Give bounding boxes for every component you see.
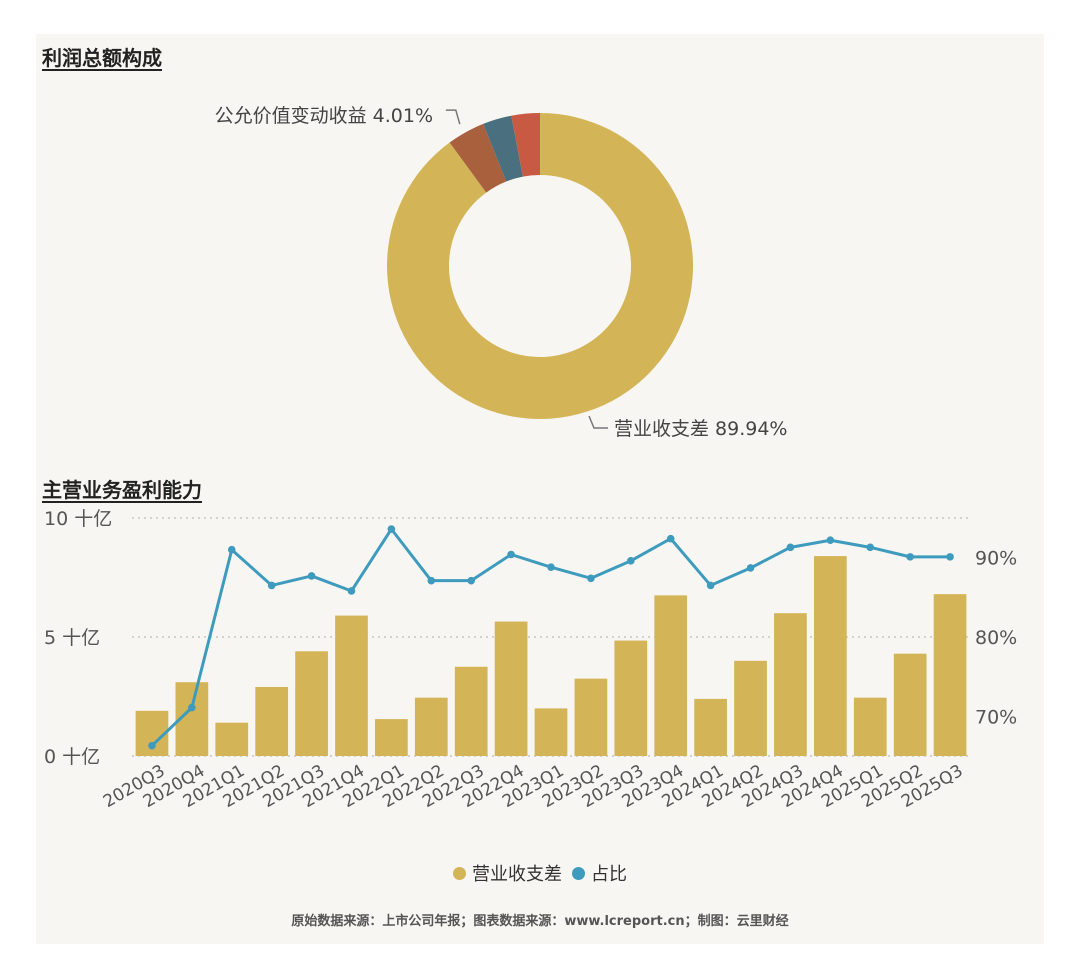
- bar-2023Q4: [654, 595, 688, 756]
- bar-2025Q3: [933, 594, 967, 756]
- bar-2022Q3: [454, 666, 488, 756]
- ratio-point-2021Q1: [227, 545, 236, 554]
- bar-2024Q4: [813, 556, 847, 756]
- ratio-point-2023Q2: [587, 574, 595, 583]
- bar-2023Q1: [534, 708, 568, 756]
- charts-canvas: 公允价值变动收益 4.01% 营业收支差 89.94% 10 十亿 5 十亿 0 十亿 9…: [44, 105, 1017, 812]
- ratio-point-2025Q2: [906, 553, 914, 561]
- bar-2025Q1: [853, 697, 887, 756]
- ratio-point-2020Q4: [188, 703, 196, 712]
- bar-2022Q2: [414, 697, 448, 756]
- donut-slice-0: [386, 113, 693, 419]
- legend-ratio-swatch: [572, 866, 585, 880]
- ratio-point-2024Q3: [786, 543, 795, 552]
- bar-2025Q2: [893, 653, 927, 756]
- legend-gap-swatch: [453, 866, 466, 880]
- ratio-point-2021Q4: [347, 587, 356, 595]
- left-axis-tick-2: 0 十亿: [44, 746, 100, 768]
- ratio-point-2022Q4: [507, 550, 515, 559]
- report-panel: 利润总额构成 主营业务盈利能力 公允价值变动收益 4.01% 营业收支差 89.9…: [36, 34, 1044, 944]
- right-axis-tick-0: 90%: [975, 548, 1017, 570]
- ratio-point-2024Q1: [706, 581, 715, 590]
- bar-2024Q2: [734, 660, 767, 756]
- main-business-profitability-title: 主营业务盈利能力: [42, 478, 202, 502]
- right-axis-tick-1: 80%: [975, 627, 1017, 649]
- ratio-point-2025Q1: [866, 543, 875, 552]
- ratio-point-2023Q1: [547, 563, 555, 571]
- bar-2024Q3: [774, 613, 807, 756]
- callout-line-operating-gap: [588, 415, 608, 429]
- ratio-point-2025Q3: [946, 553, 954, 561]
- source-footer: 原始数据来源：上市公司年报；图表数据来源：www.lcreport.cn；制图：…: [291, 914, 789, 929]
- ratio-point-2023Q4: [666, 534, 675, 543]
- ratio-point-2024Q2: [746, 564, 755, 572]
- bar-2023Q2: [574, 678, 608, 756]
- bar-2024Q1: [694, 698, 727, 756]
- ratio-point-2021Q3: [307, 572, 316, 580]
- ratio-point-2022Q3: [467, 576, 475, 585]
- callout-fair-value: 公允价值变动收益 4.01%: [215, 105, 433, 127]
- ratio-point-2022Q1: [387, 525, 396, 533]
- legend-item-ratio[interactable]: 占比: [572, 860, 627, 886]
- donut-slice-3: [511, 113, 540, 177]
- ratio-point-2020Q3: [148, 741, 156, 750]
- bar-2023Q3: [614, 640, 648, 756]
- ratio-point-2021Q2: [267, 581, 276, 590]
- bar-2022Q1: [375, 719, 408, 756]
- left-axis-tick-1: 5 十亿: [44, 627, 100, 649]
- ratio-point-2022Q2: [427, 576, 436, 585]
- bar-2021Q4: [335, 615, 368, 756]
- donut-slice-1: [449, 123, 507, 193]
- callout-line-fair-value: [445, 109, 461, 125]
- left-axis-tick-0: 10 十亿: [44, 508, 112, 530]
- profit-composition-title: 利润总额构成: [42, 46, 162, 70]
- bar-2021Q1: [215, 722, 249, 756]
- legend-ratio-label: 占比: [591, 864, 627, 885]
- callout-operating-gap: 营业收支差 89.94%: [614, 418, 788, 440]
- right-axis-tick-2: 70%: [975, 706, 1017, 728]
- chart-legend: 营业收支差 占比: [36, 860, 1044, 886]
- ratio-point-2023Q3: [627, 557, 635, 565]
- donut-slice-2: [483, 115, 523, 182]
- bar-2021Q3: [295, 651, 328, 756]
- legend-gap-label: 营业收支差: [472, 864, 562, 885]
- legend-item-gap[interactable]: 营业收支差: [453, 860, 562, 886]
- bar-2022Q4: [494, 621, 528, 756]
- ratio-point-2024Q4: [826, 536, 835, 545]
- bar-2021Q2: [255, 686, 289, 756]
